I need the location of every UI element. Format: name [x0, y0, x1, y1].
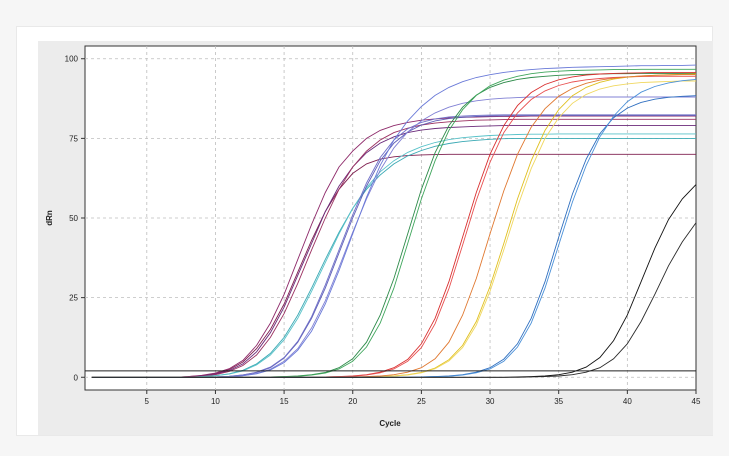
x-tick-label: 10 [211, 397, 220, 406]
y-tick-label: 100 [65, 55, 79, 64]
y-tick-label: 75 [69, 134, 78, 143]
series-group [91, 64, 697, 378]
x-tick-label: 25 [417, 397, 426, 406]
series-line-21[interactable] [91, 222, 697, 378]
plot-area [84, 45, 697, 391]
x-axis-title: Cycle [379, 419, 401, 428]
x-tick-label: 40 [623, 397, 632, 406]
x-tick-label: 20 [348, 397, 357, 406]
axis-ticks: 5 10 15 20 25 30 35 40 45 0 25 50 75 100 [65, 55, 701, 406]
amplification-chart: 5 10 15 20 25 30 35 40 45 0 25 50 75 100 Cycle dRn [45, 45, 701, 428]
y-tick-label: 25 [69, 294, 78, 303]
amplification-plot-panel: 5 10 15 20 25 30 35 40 45 0 25 50 75 100 Cycle dRn [38, 41, 713, 435]
x-tick-label: 35 [554, 397, 563, 406]
x-tick-label: 5 [145, 397, 150, 406]
y-tick-label: 0 [74, 373, 79, 382]
x-tick-label: 15 [280, 397, 289, 406]
y-tick-label: 50 [69, 214, 78, 223]
y-axis-title: dRn [45, 210, 54, 226]
x-tick-label: 45 [692, 397, 701, 406]
x-tick-label: 30 [486, 397, 495, 406]
